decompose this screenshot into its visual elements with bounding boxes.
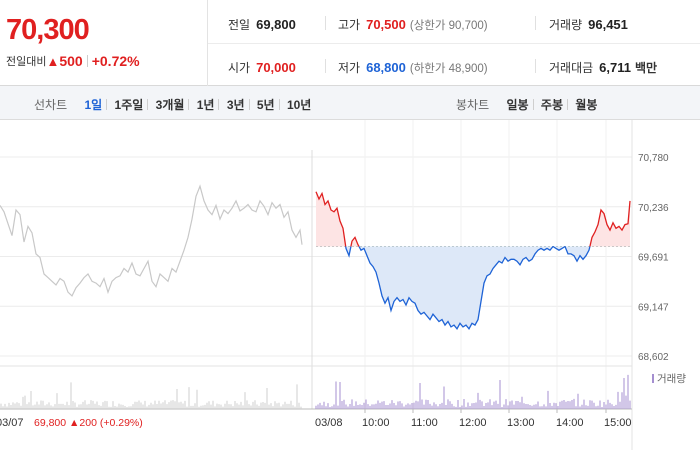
down-price-line [358,246,554,330]
stat-prev-close: 전일 69,800 [228,16,296,33]
stat-value: 69,800 [256,17,296,32]
change-row: 전일대비▲500 +0.72% [6,53,140,69]
stat-unit: 백만 [635,61,658,75]
divider [532,99,534,110]
stat-value: 70,500 [366,17,406,32]
period-tabs-label: 선차트 [34,98,68,112]
down-area [345,246,351,256]
divider [535,59,536,73]
divider [147,99,149,110]
stat-trade-value: 거래대금 6,711 백만 [549,59,657,76]
stat-sub: (하한가 48,900) [409,63,488,75]
volume-legend-label: 거래량 [657,373,686,385]
price-chart-svg: 70,780 70,236 69,691 69,147 68,602 거래량 03/07 03… [0,120,686,450]
divider [325,59,326,73]
volume-legend-swatch [652,374,654,383]
x-tick-label: 14:00 [556,417,584,429]
down-price-line [564,246,591,263]
tab-10y[interactable]: 10년 [286,98,312,112]
x-tick-label: 11:00 [411,417,438,429]
tab-daily-candle[interactable]: 일봉 [506,98,529,112]
divider [248,99,250,110]
stat-value: 68,800 [366,60,406,75]
stat-open: 시가 70,000 [228,59,296,76]
tab-1w[interactable]: 1주일 [114,98,144,112]
change-percent: +0.72% [91,53,140,69]
y-tick-label: 69,691 [638,253,669,264]
divider [325,16,326,30]
stat-label: 거래대금 [549,61,594,75]
tab-monthly-candle[interactable]: 월봉 [575,98,598,112]
up-price-line [315,191,347,247]
divider [188,99,190,110]
down-area [359,246,553,329]
up-area [350,237,359,247]
stat-value: 96,451 [588,17,628,32]
up-area [589,200,630,247]
stat-high: 고가 70,500 (상한가 90,700) [338,16,488,33]
stat-label: 고가 [338,18,361,32]
stat-value: 6,711 [599,60,631,75]
tab-weekly-candle[interactable]: 주봉 [540,98,563,112]
candle-tabs-label: 봉차트 [456,98,490,112]
down-price-line [552,245,566,251]
price-summary: 70,300 전일대비▲500 +0.72% [0,0,208,86]
prev-day-line [0,184,303,297]
y-tick-label: 69,147 [638,302,669,313]
tab-3y[interactable]: 3년 [226,98,245,112]
stat-label: 전일 [228,18,251,32]
tab-1d[interactable]: 1일 [84,98,103,112]
x-tick-label: 03/08 [315,417,343,429]
change-label: 전일대비 [6,56,47,68]
price-chart[interactable]: 70,780 70,236 69,691 69,147 68,602 거래량 03/07 03… [0,120,700,450]
down-price-line [345,246,352,258]
stat-label: 시가 [228,61,251,75]
x-tick-label: 10:00 [362,417,390,429]
chart-tabs-bar: 선차트 1일 1주일 3개월 1년 3년 5년 10년 봉차트 일봉 주봉 월봉 [0,86,700,120]
stat-label: 저가 [338,61,361,75]
divider [278,99,280,110]
stat-value: 70,000 [256,60,296,75]
y-tick-label: 70,780 [638,153,669,164]
tab-1y[interactable]: 1년 [196,98,215,112]
change-amount: 500 [59,53,83,69]
x-tick-label: 03/07 [0,417,24,429]
tab-3m[interactable]: 3개월 [155,98,185,112]
x-tick-label: 13:00 [507,417,535,429]
prev-day-footer: 69,800 ▲200 (+0.29%) [34,417,143,429]
y-tick-label: 70,236 [638,203,669,214]
period-tabs: 선차트 1일 1주일 3개월 1년 3년 5년 10년 [34,96,315,113]
tab-5y[interactable]: 5년 [256,98,275,112]
candle-tabs: 봉차트 일봉 주봉 월봉 [456,96,601,113]
current-price: 70,300 [6,14,90,46]
divider [106,99,108,110]
up-arrow-icon: ▲ [46,54,60,69]
stat-volume: 거래량 96,451 [549,16,628,33]
divider [208,43,700,44]
y-tick-label: 68,602 [638,352,669,363]
divider [535,16,536,30]
divider [218,99,220,110]
quote-header: 70,300 전일대비▲500 +0.72% 전일 69,800 고가 70,500(… [0,0,700,86]
x-tick-label: 15:00 [604,417,632,429]
divider [86,55,88,67]
stat-label: 거래량 [549,18,583,32]
down-area [553,246,565,251]
x-tick-label: 12:00 [459,417,487,429]
stat-low: 저가 68,800 (하한가 48,900) [338,59,488,76]
up-price-line [350,236,360,247]
up-price-line [589,200,631,247]
stat-sub: (상한가 90,700) [409,20,488,32]
up-area [316,191,346,247]
divider [567,99,568,110]
